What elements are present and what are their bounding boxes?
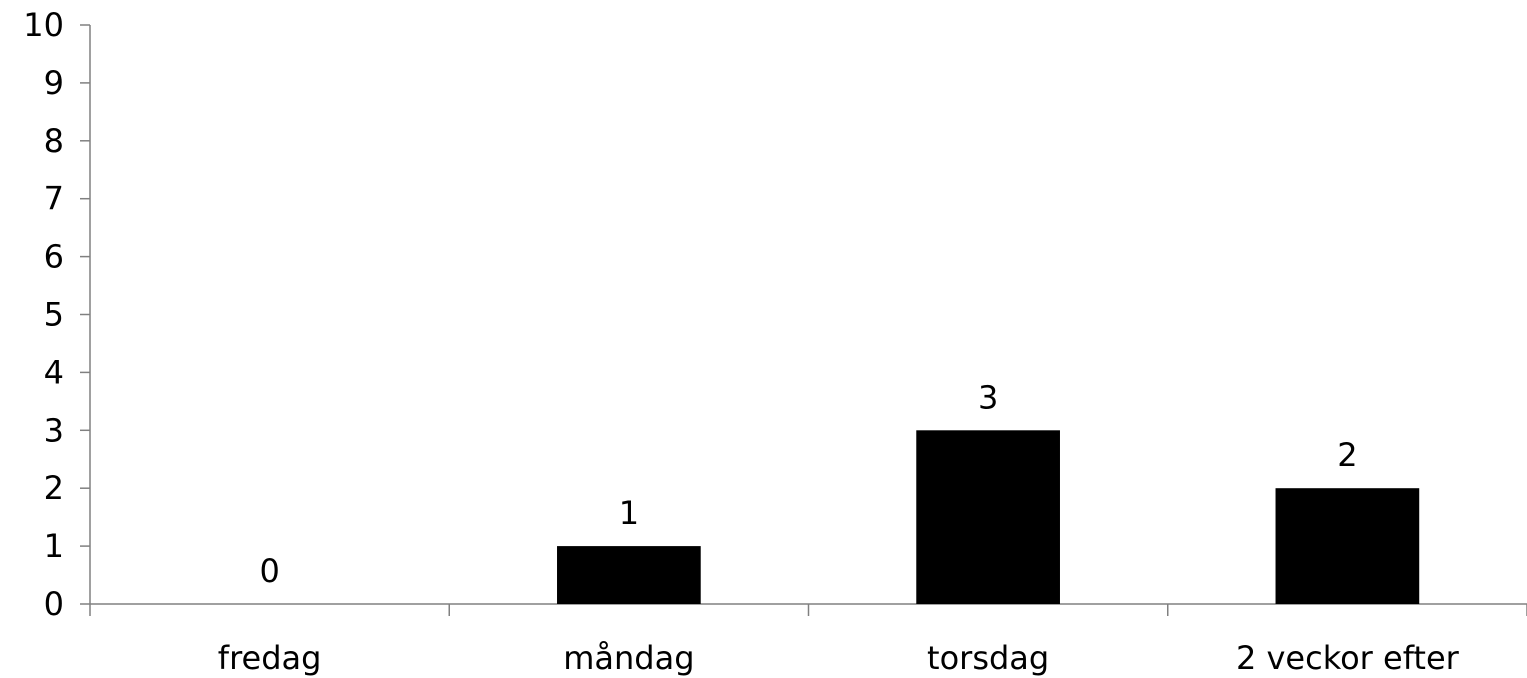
y-tick-label: 6 [44,238,64,276]
bar [557,546,701,604]
y-tick-label: 1 [44,527,64,565]
y-tick-label: 9 [44,64,64,102]
y-tick-label: 4 [44,353,64,391]
data-label: 1 [619,494,639,532]
bar-series [557,430,1420,604]
bar [1275,488,1420,604]
x-category-label: torsdag [927,639,1049,677]
y-tick-label: 3 [44,411,64,449]
data-label: 0 [259,552,279,590]
x-category-label: måndag [563,639,694,677]
y-tick-label: 0 [44,585,64,623]
data-labels: 0 1 3 2 [259,378,1357,590]
data-label: 2 [1337,436,1357,474]
y-tick-label: 7 [44,180,64,218]
bar [916,430,1060,604]
data-label: 3 [978,378,998,416]
y-tick-label: 8 [44,122,64,160]
x-category-label: 2 veckor efter [1236,639,1460,677]
x-axis: fredag måndag torsdag 2 veckor efter [89,603,1527,677]
y-tick-label: 5 [44,296,64,334]
x-category-label: fredag [218,639,322,677]
y-tick-label: 10 [23,6,64,44]
y-axis: 0 1 2 3 4 5 6 7 8 9 10 [23,6,91,623]
y-tick-label: 2 [44,469,64,507]
